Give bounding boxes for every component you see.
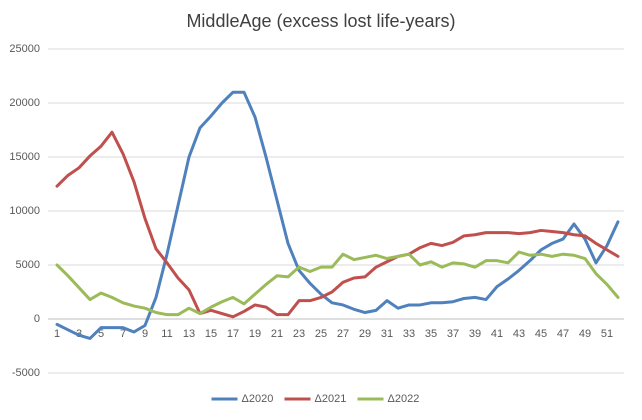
legend-label: Δ2021 xyxy=(315,393,347,405)
x-tick-label: 7 xyxy=(120,328,126,340)
x-tick-label: 15 xyxy=(205,328,217,340)
series-line xyxy=(55,250,620,317)
x-tick-label: 25 xyxy=(315,328,327,340)
x-tick-label: 41 xyxy=(491,328,503,340)
legend-label: Δ2022 xyxy=(388,393,420,405)
x-tick-label: 5 xyxy=(98,328,104,340)
x-tick-label: 51 xyxy=(601,328,613,340)
x-tick-label: 45 xyxy=(535,328,547,340)
y-tick-label: -5000 xyxy=(12,367,40,379)
y-tick-label: 10000 xyxy=(9,205,40,217)
series-line xyxy=(55,130,620,319)
y-tick-label: 15000 xyxy=(9,151,40,163)
x-tick-label: 43 xyxy=(513,328,525,340)
x-tick-label: 17 xyxy=(227,328,239,340)
x-tick-label: 27 xyxy=(337,328,349,340)
x-tick-label: 9 xyxy=(142,328,148,340)
x-tick-label: 49 xyxy=(579,328,591,340)
x-tick-label: 35 xyxy=(425,328,437,340)
legend-label: Δ2020 xyxy=(242,393,274,405)
y-tick-label: 0 xyxy=(34,313,40,325)
x-tick-label: 31 xyxy=(381,328,393,340)
chart-title: MiddleAge (excess lost life-years) xyxy=(186,11,455,31)
x-tick-label: 37 xyxy=(447,328,459,340)
x-tick-label: 39 xyxy=(469,328,481,340)
y-tick-label: 5000 xyxy=(16,259,40,271)
x-tick-label: 13 xyxy=(183,328,195,340)
x-tick-label: 11 xyxy=(161,328,172,340)
y-tick-label: 20000 xyxy=(9,97,40,109)
x-tick-label: 23 xyxy=(293,328,305,340)
x-tick-label: 1 xyxy=(54,328,60,340)
x-tick-label: 21 xyxy=(271,328,283,340)
y-tick-label: 25000 xyxy=(9,43,40,55)
x-tick-label: 33 xyxy=(403,328,415,340)
x-tick-label: 29 xyxy=(359,328,371,340)
x-tick-label: 47 xyxy=(557,328,569,340)
x-tick-label: 19 xyxy=(249,328,261,340)
